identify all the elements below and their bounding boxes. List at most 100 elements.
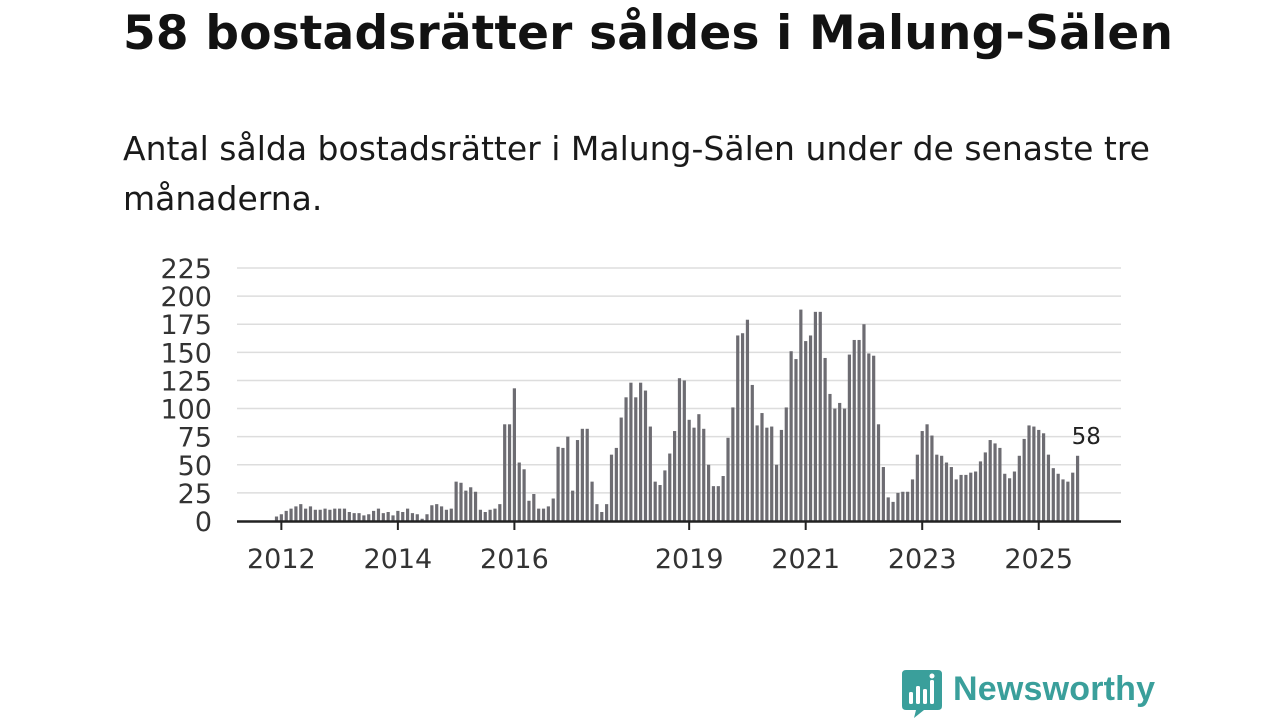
bar (1051, 468, 1055, 521)
bar (736, 335, 740, 521)
bar (1056, 473, 1060, 521)
y-tick-label: 75 (178, 423, 212, 454)
bar (935, 454, 939, 521)
bar (663, 470, 667, 521)
bar (988, 440, 992, 521)
bar (823, 357, 827, 521)
bar (1012, 471, 1017, 521)
bar (770, 426, 774, 521)
bar (697, 414, 701, 521)
bar (915, 454, 919, 521)
bar (367, 514, 371, 521)
bar (396, 510, 400, 521)
bar (595, 504, 599, 521)
bar (629, 382, 633, 521)
bar (760, 413, 764, 521)
bar (750, 384, 754, 521)
bar (478, 509, 483, 521)
bar (643, 390, 648, 521)
page-title: 58 bostadsrätter såldes i Malung-Sälen (123, 6, 1174, 61)
bar (1041, 433, 1046, 521)
bar (1032, 426, 1036, 521)
bar (376, 508, 381, 521)
bar (600, 512, 604, 521)
bar (765, 427, 769, 521)
bar (774, 464, 779, 521)
highlight-value-label: 58 (1072, 424, 1101, 450)
bar (483, 512, 487, 521)
bar (464, 490, 468, 521)
bar (430, 505, 434, 521)
bar (711, 486, 716, 521)
bar (566, 436, 570, 521)
y-tick-label: 0 (195, 507, 212, 538)
bar (789, 351, 793, 521)
bar (993, 443, 997, 521)
y-tick-label: 150 (160, 338, 212, 369)
bar (541, 508, 546, 521)
bar (425, 514, 429, 521)
bar (585, 428, 589, 521)
bar (673, 431, 677, 521)
bar (532, 494, 536, 521)
bar (405, 508, 410, 521)
bar (648, 426, 652, 521)
x-tick-label: 2021 (771, 544, 840, 575)
bar (867, 353, 871, 521)
bar (930, 435, 934, 521)
bar (804, 341, 808, 521)
bar (522, 469, 526, 521)
bar (852, 339, 856, 521)
bar (435, 504, 439, 521)
bar (537, 508, 541, 521)
bar (1071, 472, 1075, 521)
bar (328, 509, 332, 521)
bar (347, 512, 351, 521)
bar (862, 324, 866, 521)
bar (799, 309, 803, 521)
bar (274, 516, 279, 521)
bar (726, 437, 730, 521)
bar (498, 504, 502, 521)
bar (974, 471, 978, 521)
bar (940, 455, 944, 521)
bar (639, 382, 643, 521)
bar (323, 508, 327, 521)
bar (381, 513, 385, 521)
bar (401, 512, 405, 521)
bar (571, 490, 575, 521)
bar (410, 513, 415, 521)
bar (925, 424, 929, 521)
bar (838, 402, 842, 521)
bar (551, 498, 555, 521)
bar (556, 446, 560, 521)
bar (896, 492, 900, 521)
y-tick-label: 100 (160, 395, 212, 426)
bar (721, 476, 725, 521)
bar (692, 427, 696, 521)
bar (1022, 438, 1026, 521)
bar (313, 509, 317, 521)
bar (362, 515, 366, 521)
bar (469, 487, 473, 521)
bar (318, 509, 322, 521)
bar (828, 393, 832, 521)
bar (658, 485, 662, 521)
bar (493, 508, 497, 521)
bar (813, 311, 818, 521)
y-tick-label: 125 (160, 366, 212, 397)
bar (920, 431, 924, 521)
bar (906, 491, 910, 521)
y-tick-label: 25 (178, 479, 212, 510)
bar (969, 472, 973, 521)
bar (590, 481, 594, 521)
bar (731, 407, 735, 521)
bar (1003, 473, 1007, 521)
bar (415, 514, 419, 521)
bar (881, 467, 885, 521)
bar (901, 491, 905, 521)
bar (1027, 425, 1031, 521)
bar (876, 424, 881, 521)
bar (842, 408, 847, 521)
bar (517, 462, 521, 521)
